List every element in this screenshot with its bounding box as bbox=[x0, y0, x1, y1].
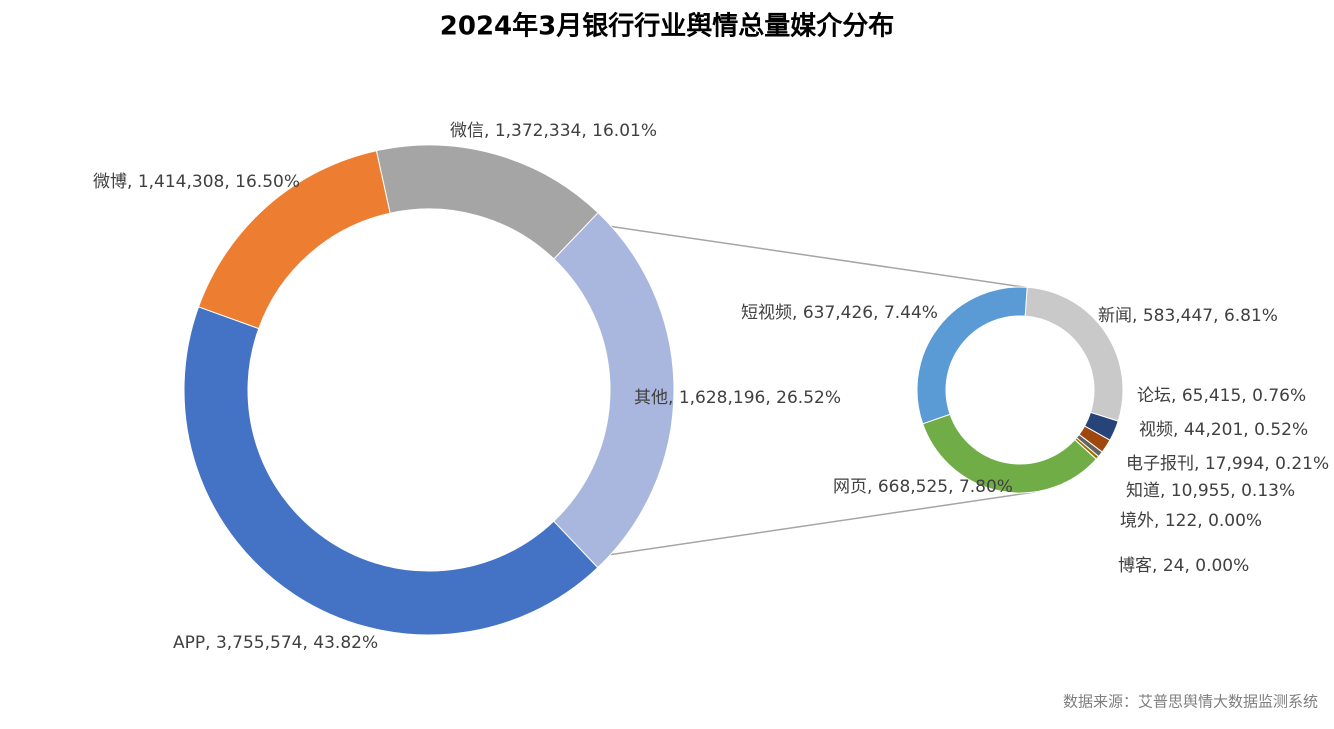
label-part: 1,628,196 bbox=[679, 388, 766, 408]
label-part: , bbox=[1160, 481, 1171, 501]
label-part: 0.76% bbox=[1252, 386, 1306, 406]
label-part: , bbox=[205, 633, 216, 653]
label-part: 0.52% bbox=[1254, 420, 1308, 440]
label-part: , bbox=[765, 388, 776, 408]
label-part: 17,994 bbox=[1205, 454, 1264, 474]
data-label: 微博, 1,414,308, 16.50% bbox=[93, 172, 300, 192]
label-part: 微信 bbox=[450, 121, 484, 141]
label-part: 网页 bbox=[833, 477, 867, 497]
label-part: , bbox=[1197, 511, 1208, 531]
label-part: 24 bbox=[1163, 556, 1185, 576]
source-note: 数据来源：艾普思舆情大数据监测系统 bbox=[1063, 693, 1318, 711]
label-part: 0.00% bbox=[1208, 511, 1262, 531]
data-label: 微信, 1,372,334, 16.01% bbox=[450, 121, 657, 141]
data-label: 视频, 44,201, 0.52% bbox=[1139, 420, 1308, 440]
label-part: 43.82% bbox=[313, 633, 378, 653]
label-part: , bbox=[1213, 306, 1224, 326]
label-part: 6.81% bbox=[1224, 306, 1278, 326]
data-label: 博客, 24, 0.00% bbox=[1118, 556, 1249, 576]
label-part: , bbox=[948, 477, 959, 497]
label-part: , bbox=[1152, 556, 1163, 576]
label-part: , bbox=[1264, 454, 1275, 474]
data-label: 其他, 1,628,196, 26.52% bbox=[634, 388, 841, 408]
label-part: , bbox=[224, 172, 235, 192]
label-part: 65,415 bbox=[1182, 386, 1241, 406]
label-part: 668,525 bbox=[878, 477, 948, 497]
label-part: , bbox=[1171, 386, 1182, 406]
label-part: , bbox=[484, 121, 495, 141]
label-part: 博客 bbox=[1118, 556, 1152, 576]
label-part: 122 bbox=[1165, 511, 1197, 531]
donut-segment bbox=[375, 144, 599, 260]
label-part: , bbox=[581, 121, 592, 141]
label-part: 7.80% bbox=[959, 477, 1013, 497]
donut-segment bbox=[183, 306, 599, 636]
connector-line bbox=[607, 491, 1036, 556]
label-part: , bbox=[1173, 420, 1184, 440]
label-part: 短视频 bbox=[741, 303, 792, 323]
label-part: , bbox=[1230, 481, 1241, 501]
label-part: 637,426 bbox=[803, 303, 873, 323]
label-part: 0.13% bbox=[1241, 481, 1295, 501]
label-part: , bbox=[867, 477, 878, 497]
label-part: , bbox=[1132, 306, 1143, 326]
label-part: 境外 bbox=[1120, 511, 1154, 531]
label-part: 16.50% bbox=[235, 172, 300, 192]
connector-line bbox=[607, 225, 1031, 289]
chart-title: 2024年3月银行行业舆情总量媒介分布 bbox=[440, 11, 894, 42]
label-part: , bbox=[873, 303, 884, 323]
data-label: 电子报刊, 17,994, 0.21% bbox=[1126, 454, 1329, 474]
label-part: 视频 bbox=[1139, 420, 1173, 440]
label-part: , bbox=[1184, 556, 1195, 576]
label-part: 44,201 bbox=[1184, 420, 1243, 440]
label-part: 16.01% bbox=[592, 121, 657, 141]
label-part: 0.21% bbox=[1275, 454, 1329, 474]
label-part: 新闻 bbox=[1098, 306, 1132, 326]
label-part: 其他 bbox=[634, 388, 668, 408]
donut-segment bbox=[916, 286, 1028, 425]
label-part: 微博 bbox=[93, 172, 127, 192]
label-part: , bbox=[668, 388, 679, 408]
label-part: 3,755,574 bbox=[216, 633, 303, 653]
label-part: 26.52% bbox=[776, 388, 841, 408]
label-part: 论坛 bbox=[1137, 386, 1171, 406]
label-part: 1,372,334 bbox=[495, 121, 582, 141]
label-part: 583,447 bbox=[1143, 306, 1213, 326]
donut-segment bbox=[197, 150, 391, 330]
label-part: , bbox=[302, 633, 313, 653]
data-label: 知道, 10,955, 0.13% bbox=[1126, 481, 1295, 501]
label-part: , bbox=[1194, 454, 1205, 474]
label-part: , bbox=[127, 172, 138, 192]
label-part: 7.44% bbox=[884, 303, 938, 323]
data-label: APP, 3,755,574, 43.82% bbox=[173, 633, 378, 653]
data-label: 短视频, 637,426, 7.44% bbox=[741, 303, 938, 323]
label-part: , bbox=[1241, 386, 1252, 406]
label-part: 电子报刊 bbox=[1126, 454, 1194, 474]
label-part: 1,414,308 bbox=[138, 172, 225, 192]
label-part: , bbox=[792, 303, 803, 323]
data-label: 网页, 668,525, 7.80% bbox=[833, 477, 1013, 497]
label-part: 10,955 bbox=[1171, 481, 1230, 501]
data-label: 新闻, 583,447, 6.81% bbox=[1098, 306, 1278, 326]
label-part: , bbox=[1243, 420, 1254, 440]
label-part: APP bbox=[173, 633, 205, 653]
label-part: , bbox=[1154, 511, 1165, 531]
data-label: 境外, 122, 0.00% bbox=[1120, 511, 1262, 531]
label-part: 知道 bbox=[1126, 481, 1160, 501]
label-part: 0.00% bbox=[1195, 556, 1249, 576]
data-label: 论坛, 65,415, 0.76% bbox=[1137, 386, 1306, 406]
